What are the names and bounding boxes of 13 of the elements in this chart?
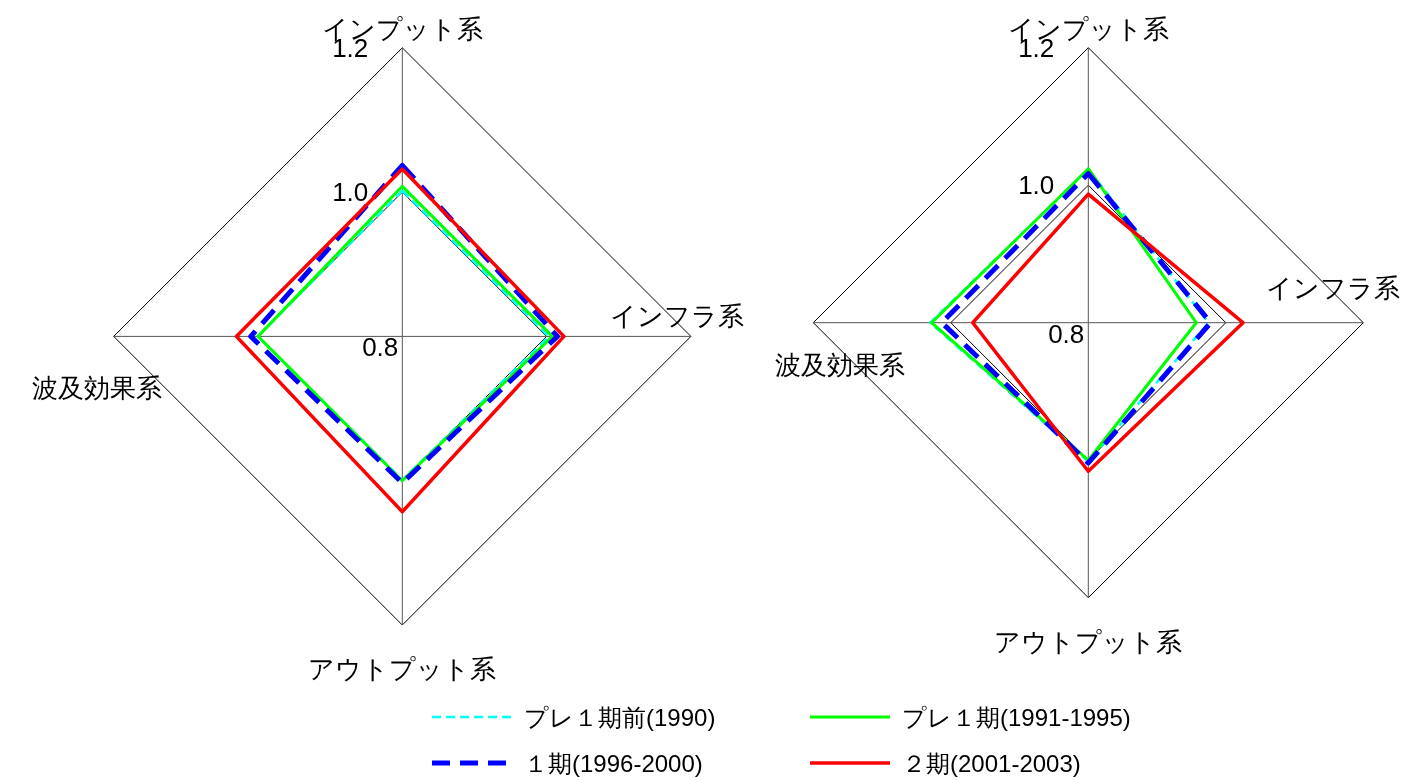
y-tick-label: 0.8 <box>1048 318 1085 349</box>
legend-label: １期(1996-2000) <box>524 750 703 777</box>
spoke-label: 波及効果系 <box>775 349 906 380</box>
spoke-label: 波及効果系 <box>31 373 162 404</box>
legend-label: プレ１期前(1990) <box>524 704 716 731</box>
spoke-label: アウトプット系 <box>308 654 497 684</box>
spoke-label: アウトプット系 <box>994 626 1183 657</box>
y-tick-label: 0.8 <box>362 332 399 363</box>
y-tick-label: 1.0 <box>332 177 369 208</box>
spoke-label: インフラ系 <box>609 301 744 332</box>
legend-label: ２期(2001-2003) <box>902 750 1081 777</box>
legend-label: プレ１期(1991-1995) <box>902 704 1131 731</box>
y-tick-label: 1.0 <box>1018 170 1055 201</box>
